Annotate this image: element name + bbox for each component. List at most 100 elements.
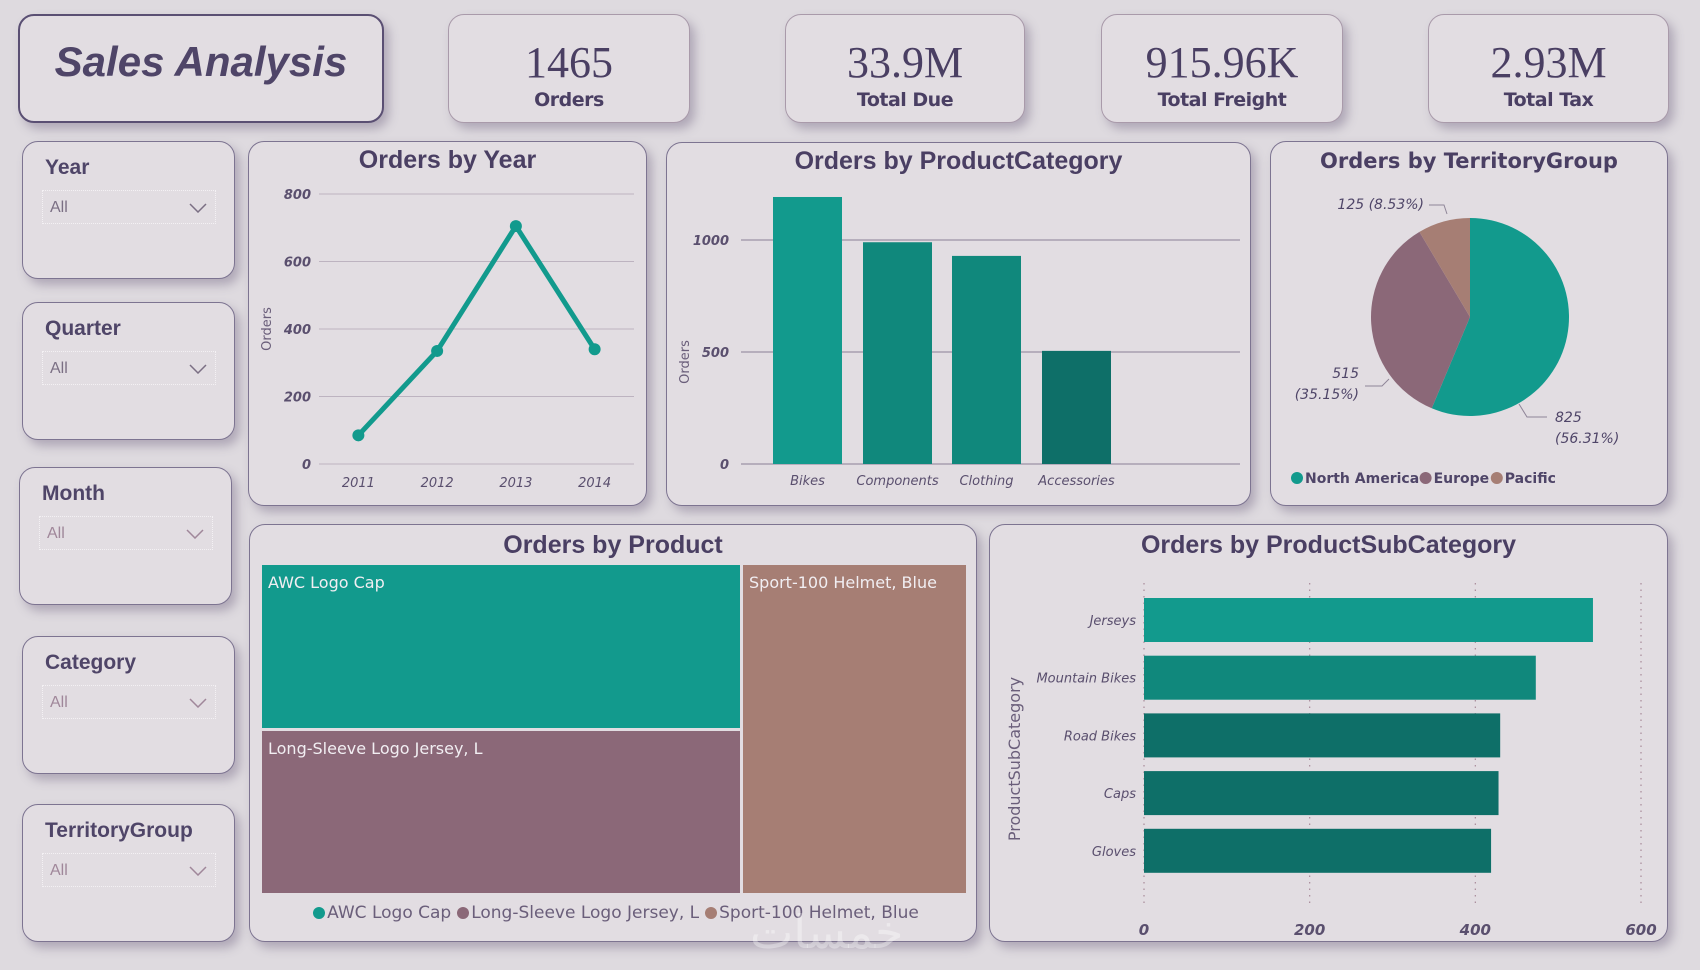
legend-marker — [705, 907, 718, 919]
chevron-down-icon — [189, 203, 207, 213]
y-tick-label: Mountain Bikes — [1036, 672, 1136, 687]
slicer-month: Month All — [19, 467, 232, 605]
kpi-label: Total Due — [856, 89, 954, 111]
data-point — [431, 344, 444, 357]
slicer-quarter: Quarter All — [22, 302, 235, 440]
data-point — [352, 429, 365, 442]
x-tick-label: Components — [856, 474, 938, 489]
x-tick-label: Clothing — [959, 474, 1013, 489]
pie-chart: 125 (8.53%) 515 (35.15%) 825 (56.31%) North A… — [1291, 197, 1619, 487]
y-tick-label: Road Bikes — [1064, 729, 1136, 744]
data-label: (35.15%) — [1295, 387, 1359, 403]
data-point — [588, 343, 601, 356]
bar — [1144, 713, 1501, 758]
x-tick-label: 600 — [1625, 921, 1656, 939]
orders-by-productsubcategory-card: Orders by ProductSubCategory 0 200 400 600 P… — [989, 524, 1668, 942]
y-tick-label: Gloves — [1092, 845, 1136, 860]
series-line — [356, 223, 597, 438]
legend-marker — [457, 907, 470, 919]
y-tick-label: 0 — [720, 458, 729, 473]
slicer-category: Category All — [22, 636, 235, 774]
bar — [1144, 828, 1492, 873]
legend-marker — [313, 907, 326, 919]
column-chart: 0 500 1000 Orders Bikes Components Clothing Acc… — [678, 196, 1240, 489]
data-label: 825 — [1555, 410, 1582, 426]
bar — [1144, 598, 1593, 642]
dropdown-value: All — [50, 862, 68, 879]
legend-label: Pacific — [1505, 471, 1556, 487]
category-dropdown[interactable]: All — [42, 685, 216, 719]
watermark: خمسات — [750, 905, 904, 959]
y-tick-label: 800 — [284, 188, 311, 203]
data-label: 125 (8.53%) — [1337, 197, 1424, 213]
slicer-label: Year — [45, 156, 90, 179]
dropdown-value: All — [47, 525, 65, 542]
kpi-card-total-tax: 2.93M Total Tax — [1428, 14, 1669, 123]
leader-line — [1365, 378, 1390, 387]
page-title: Sales Analysis — [54, 38, 348, 85]
chart-title: Orders by ProductSubCategory — [1140, 531, 1517, 559]
y-tick-label: Jerseys — [1087, 614, 1137, 629]
x-tick-label: Accessories — [1037, 474, 1115, 489]
treemap-tile-label: Sport-100 Helmet, Blue — [749, 573, 937, 592]
treemap-tile[interactable]: AWC Logo Cap — [262, 565, 740, 728]
legend-marker — [1291, 472, 1303, 484]
line-chart: 0 200 400 600 800 Orders 2011 2012 2013 2014 — [260, 188, 634, 491]
chevron-down-icon — [186, 529, 204, 539]
quarter-dropdown[interactable]: All — [42, 351, 216, 385]
pie-slice — [1431, 218, 1569, 416]
slicer-label: TerritoryGroup — [45, 819, 193, 842]
legend-label: North America — [1305, 471, 1419, 487]
chevron-down-icon — [189, 364, 207, 374]
treemap-tile-label: Long-Sleeve Logo Jersey, L — [268, 739, 483, 758]
orders-by-territorygroup-card: Orders by TerritoryGroup 125 (8.53%) 515 (… — [1270, 141, 1668, 506]
horizontal-bar-chart: 0 200 400 600 ProductSubCategory Jerseys Mount… — [1005, 583, 1657, 939]
x-tick-label: 2013 — [499, 476, 532, 491]
x-tick-label: 200 — [1294, 921, 1325, 939]
chevron-down-icon — [189, 866, 207, 876]
legend-label: Long-Sleeve Logo Jersey, L — [471, 903, 700, 923]
legend-marker — [1490, 472, 1503, 484]
chart-title: Orders by TerritoryGroup — [1320, 149, 1618, 173]
chart-title: Orders by Year — [358, 146, 537, 174]
chart-title: Orders by ProductCategory — [794, 147, 1123, 175]
slicer-territorygroup: TerritoryGroup All — [22, 804, 235, 942]
treemap-tile[interactable]: Long-Sleeve Logo Jersey, L — [262, 731, 740, 893]
x-tick-label: 400 — [1459, 921, 1491, 939]
y-axis-label: Orders — [678, 340, 693, 384]
bar — [1144, 655, 1536, 700]
y-tick-label: 0 — [302, 458, 311, 473]
kpi-label: Total Freight — [1157, 89, 1287, 111]
treemap-tile-label: AWC Logo Cap — [268, 573, 385, 592]
y-axis-label: ProductSubCategory — [1005, 677, 1024, 841]
kpi-card-orders: 1465 Orders — [448, 14, 690, 123]
bar — [1042, 350, 1111, 464]
dropdown-value: All — [50, 199, 68, 216]
kpi-value: 1465 — [525, 38, 613, 87]
dropdown-value: All — [50, 694, 68, 711]
bar — [1144, 771, 1499, 816]
slicer-year: Year All — [22, 141, 235, 279]
dropdown-value: All — [50, 360, 68, 377]
month-dropdown[interactable]: All — [39, 516, 213, 550]
y-tick-label: 500 — [702, 346, 729, 361]
legend-marker — [1419, 472, 1432, 484]
y-tick-label: 400 — [283, 323, 311, 338]
kpi-label: Total Tax — [1503, 89, 1594, 111]
legend-label: Sport-100 Helmet, Blue — [719, 903, 919, 923]
orders-by-product-card: Orders by Product AWC Logo Cap Long-Sleev… — [249, 524, 977, 942]
pie-slice — [1371, 231, 1470, 409]
data-point — [509, 220, 522, 233]
pie-slice — [1419, 218, 1470, 317]
territorygroup-dropdown[interactable]: All — [42, 853, 216, 887]
leader-line — [1429, 204, 1448, 215]
treemap-tile[interactable]: Sport-100 Helmet, Blue — [743, 565, 966, 893]
orders-by-year-card: Orders by Year 0 200 400 600 800 Orders 2011 20… — [248, 141, 647, 506]
treemap: AWC Logo Cap Long-Sleeve Logo Jersey, L Sp… — [262, 565, 966, 893]
year-dropdown[interactable]: All — [42, 190, 216, 224]
slicer-label: Category — [45, 651, 137, 674]
legend-label: AWC Logo Cap — [327, 903, 452, 923]
data-label: 515 — [1332, 366, 1359, 382]
kpi-value: 915.96K — [1145, 38, 1299, 87]
data-label: (56.31%) — [1555, 431, 1619, 447]
